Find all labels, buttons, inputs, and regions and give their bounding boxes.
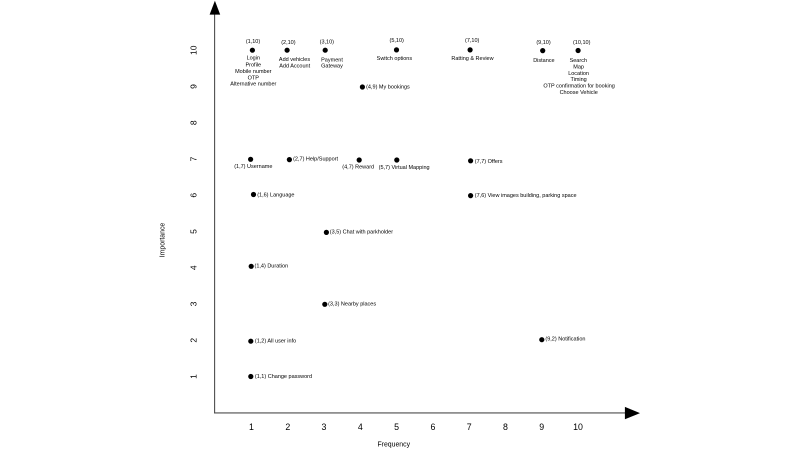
svg-text:Alternative number: Alternative number (230, 82, 276, 88)
svg-text:Gateway: Gateway (321, 64, 343, 70)
svg-text:Importance: Importance (159, 223, 166, 258)
svg-text:1: 1 (249, 422, 254, 432)
svg-text:Switch options: Switch options (377, 56, 413, 62)
svg-text:(3,3) Nearby places: (3,3) Nearby places (328, 301, 376, 307)
svg-text:Add Account: Add Account (279, 64, 310, 70)
svg-text:2: 2 (285, 422, 290, 432)
svg-text:Location: Location (568, 71, 589, 77)
svg-text:9: 9 (539, 422, 544, 432)
svg-text:(7,10): (7,10) (465, 38, 480, 44)
svg-text:(2,7) Help/Support: (2,7) Help/Support (293, 156, 338, 162)
svg-text:(4,9) My bookings: (4,9) My bookings (366, 84, 410, 90)
svg-text:(1,4) Duration: (1,4) Duration (255, 263, 289, 269)
svg-text:(1,10): (1,10) (246, 39, 261, 45)
svg-text:4: 4 (188, 265, 198, 270)
svg-text:5: 5 (394, 422, 399, 432)
svg-text:6: 6 (430, 422, 435, 432)
svg-text:Ratting & Review: Ratting & Review (451, 56, 493, 62)
svg-text:8: 8 (503, 422, 508, 432)
svg-text:Choose Vehicle: Choose Vehicle (560, 90, 598, 96)
svg-text:5: 5 (188, 229, 198, 234)
svg-text:(7,6) View images building, pa: (7,6) View images building, parking spac… (475, 193, 577, 199)
svg-text:(1,7) Username: (1,7) Username (234, 164, 272, 170)
svg-text:(9,10): (9,10) (536, 40, 551, 46)
svg-text:3: 3 (322, 422, 327, 432)
svg-text:(9,2) Notification: (9,2) Notification (545, 337, 585, 343)
svg-text:Mobile number: Mobile number (235, 69, 272, 75)
svg-text:9: 9 (188, 84, 198, 89)
svg-text:(2,10): (2,10) (281, 40, 296, 46)
svg-text:Map: Map (573, 65, 584, 71)
svg-text:(3,10): (3,10) (320, 39, 335, 45)
svg-text:(1,2) All user info: (1,2) All user info (255, 338, 296, 344)
svg-text:Profile: Profile (246, 62, 262, 68)
svg-text:(1,1) Change password: (1,1) Change password (255, 374, 312, 380)
svg-text:10: 10 (188, 45, 198, 55)
svg-text:(5,10): (5,10) (390, 38, 405, 44)
svg-text:7: 7 (188, 156, 198, 161)
svg-text:10: 10 (573, 422, 583, 432)
svg-text:6: 6 (188, 193, 198, 198)
svg-text:Payment: Payment (321, 57, 343, 63)
svg-text:Add vehicles: Add vehicles (279, 57, 310, 63)
svg-text:Login: Login (247, 56, 260, 62)
svg-text:3: 3 (188, 301, 198, 306)
svg-text:Distance: Distance (533, 58, 554, 64)
svg-text:(10,10): (10,10) (573, 40, 591, 46)
svg-text:OTP: OTP (248, 75, 260, 81)
svg-text:(1,6) Language: (1,6) Language (257, 193, 294, 199)
svg-text:7: 7 (467, 422, 472, 432)
svg-text:1: 1 (188, 374, 198, 379)
svg-text:2: 2 (188, 338, 198, 343)
svg-text:8: 8 (188, 120, 198, 125)
svg-text:(4,7) Reward: (4,7) Reward (342, 165, 374, 171)
svg-text:Timing: Timing (570, 77, 586, 83)
svg-text:(5,7) Virtual Mapping: (5,7) Virtual Mapping (379, 165, 430, 171)
svg-text:(7,7) Offers: (7,7) Offers (475, 159, 503, 165)
svg-text:(3,5) Chat with parkholder: (3,5) Chat with parkholder (330, 230, 393, 236)
svg-text:Search: Search (570, 58, 587, 64)
svg-text:4: 4 (358, 422, 363, 432)
svg-text:Frequency: Frequency (377, 441, 410, 448)
svg-text:OTP confirmation for booking: OTP confirmation for booking (543, 84, 614, 90)
